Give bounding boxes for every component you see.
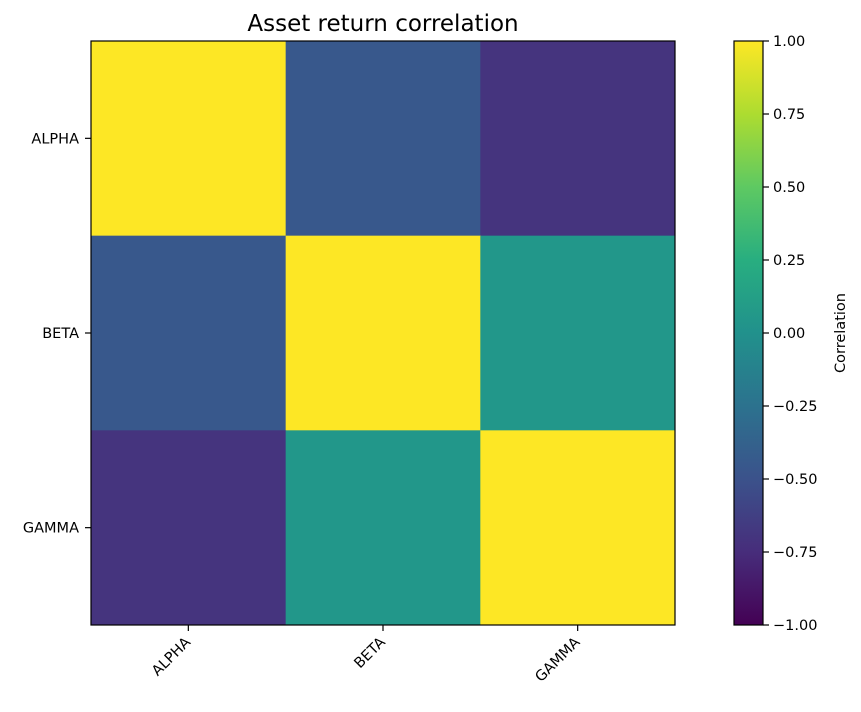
colorbar-tick-label: −1.00	[773, 618, 817, 634]
colorbar-tick-label: −0.25	[773, 399, 817, 415]
chart-title: Asset return correlation	[247, 11, 518, 37]
heatmap-cell-beta-gamma	[480, 235, 676, 431]
heatmap-cells	[91, 41, 676, 626]
colorbar-tick-label: 0.75	[773, 107, 805, 123]
column-tick-label-beta: BETA	[352, 634, 389, 671]
heatmap-cell-gamma-alpha	[91, 430, 287, 626]
column-tick-labels: ALPHA BETA GAMMA	[149, 625, 584, 686]
heatmap-cell-alpha-alpha	[91, 41, 287, 237]
row-tick-label-gamma: GAMMA	[23, 521, 79, 537]
colorbar-tick-label: 0.50	[773, 180, 805, 196]
colorbar-tick-label: 0.25	[773, 253, 805, 269]
heatmap-cell-gamma-gamma	[480, 430, 676, 626]
colorbar-tick-label: −0.50	[773, 472, 817, 488]
heatmap-cell-beta-beta	[285, 235, 481, 431]
colorbar-tick-label: −0.75	[773, 545, 817, 561]
heatmap-cell-gamma-beta	[285, 430, 481, 626]
colorbar-gradient	[734, 41, 763, 625]
heatmap-cell-alpha-gamma	[480, 41, 676, 237]
colorbar-tick-label: 1.00	[773, 34, 805, 50]
colorbar-tick-label: 0.00	[773, 326, 805, 342]
colorbar-ticks: 1.00 0.75 0.50 0.25 0.00 −0.25 −0.50 −0.75 −1.00	[763, 34, 817, 634]
row-tick-label-alpha: ALPHA	[31, 131, 79, 147]
row-tick-label-beta: BETA	[42, 326, 79, 342]
column-tick-label-gamma: GAMMA	[533, 634, 584, 685]
heatmap-cell-beta-alpha	[91, 235, 287, 431]
column-tick-label-alpha: ALPHA	[149, 634, 194, 679]
heatmap-cell-alpha-beta	[285, 41, 481, 237]
colorbar-label: Correlation	[833, 293, 849, 373]
row-tick-labels: ALPHA BETA GAMMA	[23, 131, 91, 537]
